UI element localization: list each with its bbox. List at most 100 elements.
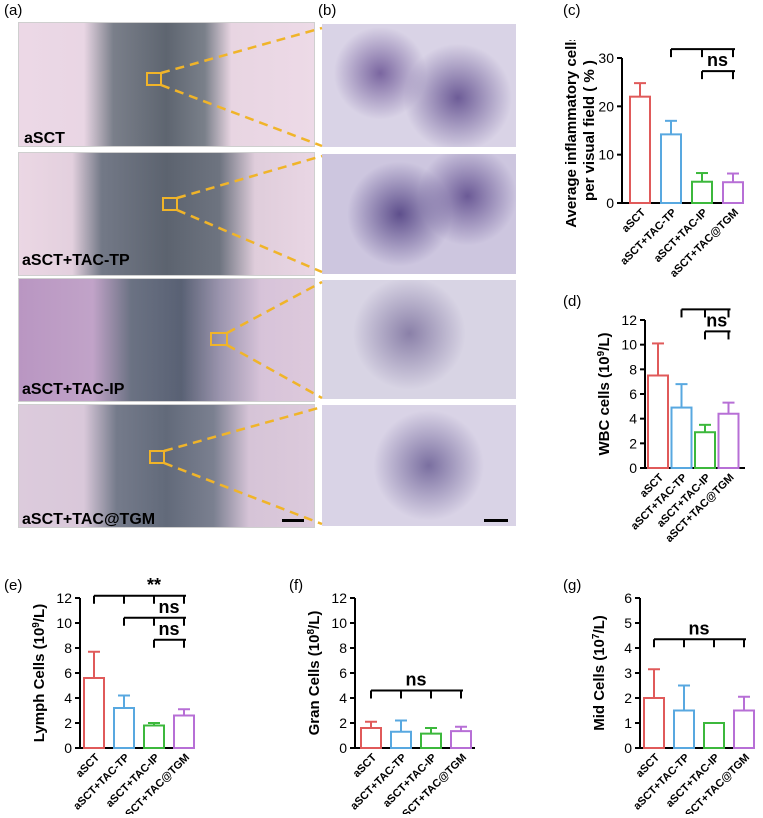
y-axis-label-main: WBC cells (10 <box>596 356 613 455</box>
group-label-asct-tac-ip: aSCT+TAC-IP <box>22 381 125 398</box>
highlight-box-asct-tac-ip <box>210 332 228 346</box>
y-axis-label-tail: /L) <box>596 332 613 350</box>
significance-label: ns <box>158 597 179 617</box>
bar-4 <box>173 714 195 749</box>
y-tick-label: 2 <box>629 435 637 451</box>
panel-letter-d: (d) <box>563 293 582 310</box>
panel-letter-c: (c) <box>563 2 581 19</box>
y-axis-label-main: Mid Cells (10 <box>591 639 608 731</box>
y-tick-label: 20 <box>598 98 614 114</box>
bar-1 <box>83 677 105 749</box>
y-axis-label-tail: /L) <box>306 611 323 629</box>
magnified-section-asct-tac-tp <box>322 154 516 274</box>
y-axis-label-main: Gran Cells (10 <box>306 635 323 736</box>
zoom-connectors <box>146 26 323 526</box>
y-tick-label: 0 <box>339 740 347 756</box>
magnified-section-asct-tac-ip <box>322 280 516 399</box>
y-axis-label: Gran Cells (108/L) <box>306 611 324 736</box>
y-tick-label: 6 <box>624 590 632 606</box>
group-label-asct: aSCT <box>24 130 65 147</box>
histology-section-asct-tac-tgm <box>18 404 315 528</box>
category-label: aSCT <box>74 751 103 780</box>
y-tick-label: 30 <box>598 50 614 66</box>
y-tick-label: 6 <box>64 665 72 681</box>
y-tick-label: 2 <box>339 715 347 731</box>
y-tick-label: 12 <box>331 590 347 606</box>
bar-1 <box>360 727 382 749</box>
y-axis-label-line: Average inflammatory cells <box>563 40 580 228</box>
bar-1 <box>629 95 651 205</box>
category-label: aSCT <box>634 751 663 780</box>
y-tick-label: 2 <box>624 690 632 706</box>
bar-3 <box>694 431 716 469</box>
y-tick-label: 4 <box>64 690 72 706</box>
y-tick-label: 0 <box>629 460 637 476</box>
connector-line <box>226 280 323 335</box>
y-axis-label-exp: 9 <box>596 350 607 356</box>
category-label: aSCT <box>620 206 649 235</box>
y-tick-label: 4 <box>339 690 347 706</box>
y-tick-label: 1 <box>624 715 632 731</box>
y-axis-label-exp: 9 <box>31 622 42 628</box>
bar-1 <box>643 697 665 749</box>
significance-label: ns <box>688 618 709 638</box>
connector-line <box>226 343 323 400</box>
panel-letter-a: (a) <box>4 2 23 19</box>
histology-section-asct-tac-ip <box>18 278 315 402</box>
bar-2 <box>113 707 135 749</box>
bar-4 <box>717 412 740 469</box>
magnified-section-asct <box>322 24 516 147</box>
bar-4 <box>450 730 472 749</box>
y-tick-label: 10 <box>598 147 614 163</box>
y-tick-label: 10 <box>331 615 347 631</box>
y-axis-label: Average inflammatory cellsper visual fie… <box>563 40 598 228</box>
y-tick-label: 4 <box>629 411 637 427</box>
highlight-box-asct-tac-tgm <box>149 450 165 464</box>
y-axis-label-exp: 8 <box>306 629 317 635</box>
group-label-asct-tac-tp: aSCT+TAC-TP <box>22 252 130 269</box>
bar-3 <box>420 732 442 749</box>
y-tick-label: 12 <box>56 590 72 606</box>
y-axis-label-tail: /L) <box>591 615 608 633</box>
y-tick-label: 12 <box>621 312 637 328</box>
y-tick-label: 0 <box>64 740 72 756</box>
y-axis-label-main: Lymph Cells (10 <box>31 628 48 742</box>
y-tick-label: 0 <box>606 195 614 211</box>
y-axis-label-line: per visual field ( % ) <box>581 60 598 201</box>
connector-line <box>176 154 323 200</box>
significance-label: ns <box>405 670 426 690</box>
y-tick-label: 3 <box>624 665 632 681</box>
y-tick-label: 2 <box>64 715 72 731</box>
bar-2 <box>673 709 695 749</box>
bar-2 <box>660 133 682 204</box>
y-tick-label: 0 <box>624 740 632 756</box>
highlight-box-asct-tac-tp <box>162 197 178 211</box>
bar-3 <box>691 180 713 205</box>
bar-2 <box>670 406 693 469</box>
y-axis-label-tail: /L) <box>31 604 48 622</box>
connector-line <box>160 83 323 148</box>
y-tick-label: 10 <box>621 337 637 353</box>
y-tick-label: 10 <box>56 615 72 631</box>
bar-2 <box>390 730 412 749</box>
bar-3 <box>703 722 725 749</box>
y-tick-label: 4 <box>624 640 632 656</box>
category-label: aSCT <box>351 751 380 780</box>
y-axis-label: Lymph Cells (109/L) <box>31 604 49 742</box>
group-label-asct-tac-tgm: aSCT+TAC@TGM <box>22 511 156 528</box>
y-axis-label: WBC cells (109/L) <box>596 332 614 455</box>
connector-line <box>176 208 323 274</box>
connector-line <box>163 405 323 453</box>
bar-3 <box>143 724 165 749</box>
significance-label: ns <box>707 50 728 70</box>
y-tick-label: 8 <box>64 640 72 656</box>
connector-line <box>163 461 323 526</box>
significance-label: ns <box>158 619 179 639</box>
bar-1 <box>647 374 669 469</box>
y-tick-label: 5 <box>624 615 632 631</box>
significance-label: ** <box>710 40 724 48</box>
